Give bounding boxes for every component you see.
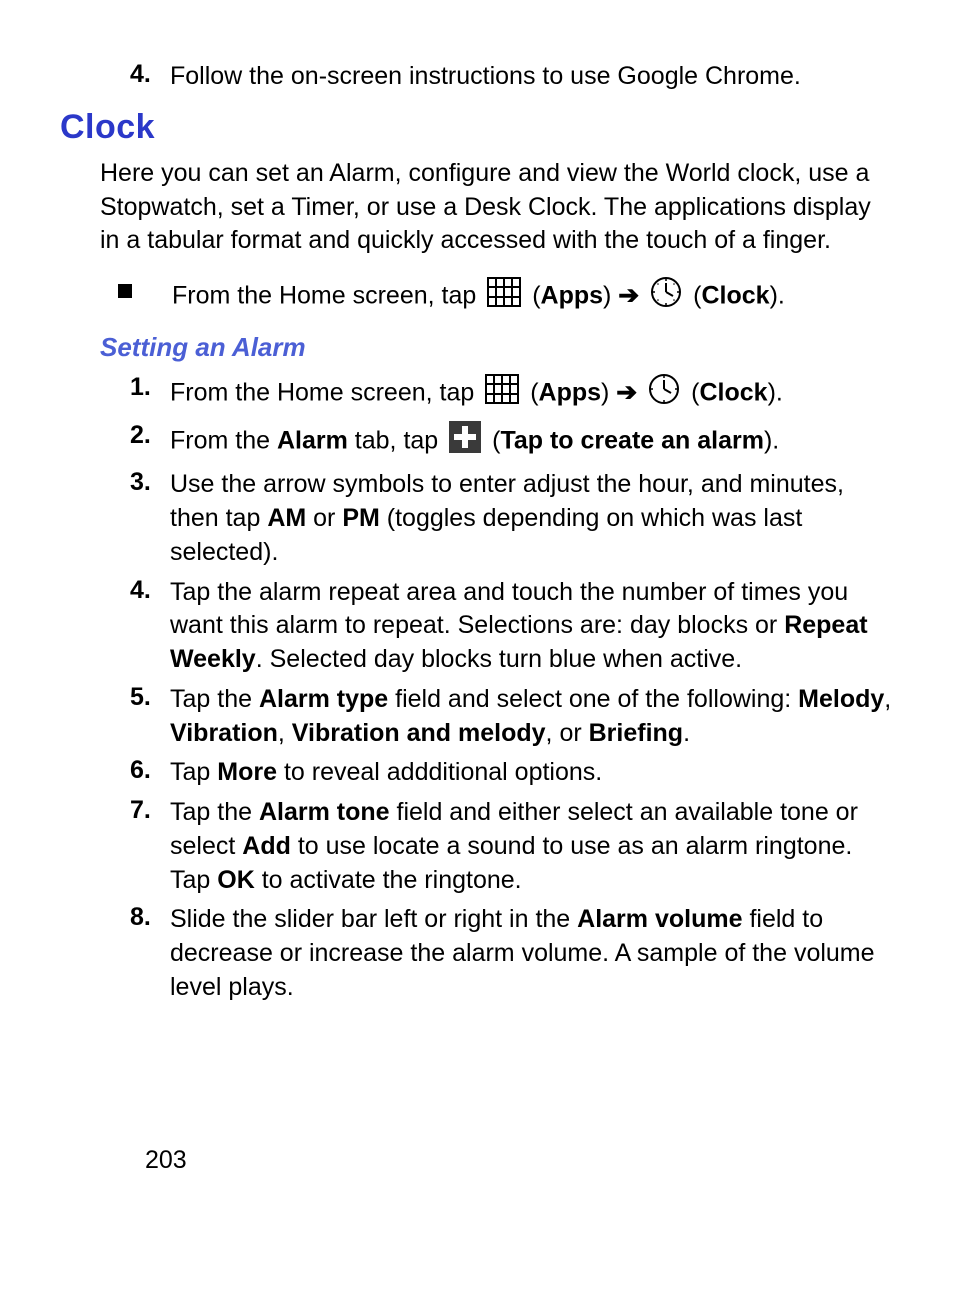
step-1: 1. From the Home screen, tap (Apps) ➔ xyxy=(60,373,894,415)
bullet-body: From the Home screen, tap (Apps) ➔ xyxy=(172,276,785,318)
step-number: 3. xyxy=(100,468,170,569)
step5-a: Tap the xyxy=(170,685,259,713)
clock-label: Clock xyxy=(699,378,767,406)
plus-icon xyxy=(449,421,481,463)
step6-b: to reveal addditional options. xyxy=(277,758,602,786)
am-bold: AM xyxy=(267,504,306,532)
bullet-prefix: From the Home screen, tap xyxy=(172,281,483,309)
clock-face-icon xyxy=(650,276,682,318)
melody-bold: Melody xyxy=(798,685,884,713)
add-bold: Add xyxy=(242,832,291,860)
step-6: 6. Tap More to reveal addditional option… xyxy=(60,756,894,790)
vibmel-bold: Vibration and melody xyxy=(292,719,546,747)
step5-b: field and select one of the following: xyxy=(388,685,798,713)
step6-a: Tap xyxy=(170,758,217,786)
step-8: 8. Slide the slider bar left or right in… xyxy=(60,903,894,1004)
close-paren: ) xyxy=(601,378,616,406)
arrow-glyph: ➔ xyxy=(616,378,637,406)
apps-grid-icon xyxy=(487,277,521,317)
step2-mid: tab, tap xyxy=(348,426,445,454)
step5-c2: , xyxy=(278,719,292,747)
arrow-glyph: ➔ xyxy=(618,281,639,309)
step-number: 7. xyxy=(100,796,170,897)
clock-label: Clock xyxy=(701,281,769,309)
alarm-tone-bold: Alarm tone xyxy=(259,798,390,826)
vibration-bold: Vibration xyxy=(170,719,278,747)
clock-face-icon xyxy=(648,373,680,415)
manual-page: 4. Follow the on-screen instructions to … xyxy=(0,0,954,1295)
alarm-volume-bold: Alarm volume xyxy=(577,905,742,933)
step-body: From the Alarm tab, tap (Tap to create a… xyxy=(170,421,894,463)
step-number: 4. xyxy=(100,576,170,677)
open-paren: ( xyxy=(532,281,540,309)
apps-label: Apps xyxy=(541,281,604,309)
step-body: Tap the Alarm tone field and either sele… xyxy=(170,796,894,897)
step-number: 4. xyxy=(100,60,170,94)
alarm-bold: Alarm xyxy=(277,426,348,454)
numbered-step-pre-4: 4. Follow the on-screen instructions to … xyxy=(60,60,894,94)
more-bold: More xyxy=(217,758,277,786)
step5-c1: , xyxy=(884,685,891,713)
step7-d: to activate the ringtone. xyxy=(255,866,522,894)
step-number: 2. xyxy=(100,421,170,463)
section-title-clock: Clock xyxy=(60,108,894,147)
square-bullet-icon xyxy=(118,284,132,298)
step8-a: Slide the slider bar left or right in th… xyxy=(170,905,577,933)
step-body: Follow the on-screen instructions to use… xyxy=(170,60,894,94)
tap-create-bold: Tap to create an alarm xyxy=(500,426,764,454)
apps-grid-icon xyxy=(485,374,519,414)
ok-bold: OK xyxy=(217,866,255,894)
step4-b: . Selected day blocks turn blue when act… xyxy=(256,645,742,673)
close-paren-2: ). xyxy=(768,378,783,406)
step5-d: . xyxy=(683,719,690,747)
clock-intro: Here you can set an Alarm, configure and… xyxy=(60,157,894,258)
page-number: 203 xyxy=(145,1146,187,1175)
step-body: From the Home screen, tap (Apps) ➔ xyxy=(170,373,894,415)
apps-label: Apps xyxy=(539,378,602,406)
open-paren: ( xyxy=(530,378,538,406)
step2-prefix: From the xyxy=(170,426,277,454)
step-number: 6. xyxy=(100,756,170,790)
step-prefix: From the Home screen, tap xyxy=(170,378,481,406)
close-paren: ) xyxy=(603,281,618,309)
close-paren: ). xyxy=(764,426,779,454)
subheading-setting-alarm: Setting an Alarm xyxy=(100,332,894,363)
step3-or: or xyxy=(306,504,342,532)
step4-a: Tap the alarm repeat area and touch the … xyxy=(170,578,848,640)
step-number: 5. xyxy=(100,683,170,751)
step5-c3: , or xyxy=(546,719,589,747)
step7-a: Tap the xyxy=(170,798,259,826)
step-3: 3. Use the arrow symbols to enter adjust… xyxy=(60,468,894,569)
step-2: 2. From the Alarm tab, tap (Tap to creat… xyxy=(60,421,894,463)
step-body: Tap the Alarm type field and select one … xyxy=(170,683,894,751)
step-body: Slide the slider bar left or right in th… xyxy=(170,903,894,1004)
step-number: 1. xyxy=(100,373,170,415)
briefing-bold: Briefing xyxy=(589,719,683,747)
close-paren-2: ). xyxy=(770,281,785,309)
step-5: 5. Tap the Alarm type field and select o… xyxy=(60,683,894,751)
step-7: 7. Tap the Alarm tone field and either s… xyxy=(60,796,894,897)
step-body: Use the arrow symbols to enter adjust th… xyxy=(170,468,894,569)
step-body: Tap the alarm repeat area and touch the … xyxy=(170,576,894,677)
pm-bold: PM xyxy=(342,504,380,532)
step-body: Tap More to reveal addditional options. xyxy=(170,756,894,790)
step-number: 8. xyxy=(100,903,170,1004)
bullet-from-home: From the Home screen, tap (Apps) ➔ xyxy=(60,276,894,318)
alarm-type-bold: Alarm type xyxy=(259,685,388,713)
step-4: 4. Tap the alarm repeat area and touch t… xyxy=(60,576,894,677)
